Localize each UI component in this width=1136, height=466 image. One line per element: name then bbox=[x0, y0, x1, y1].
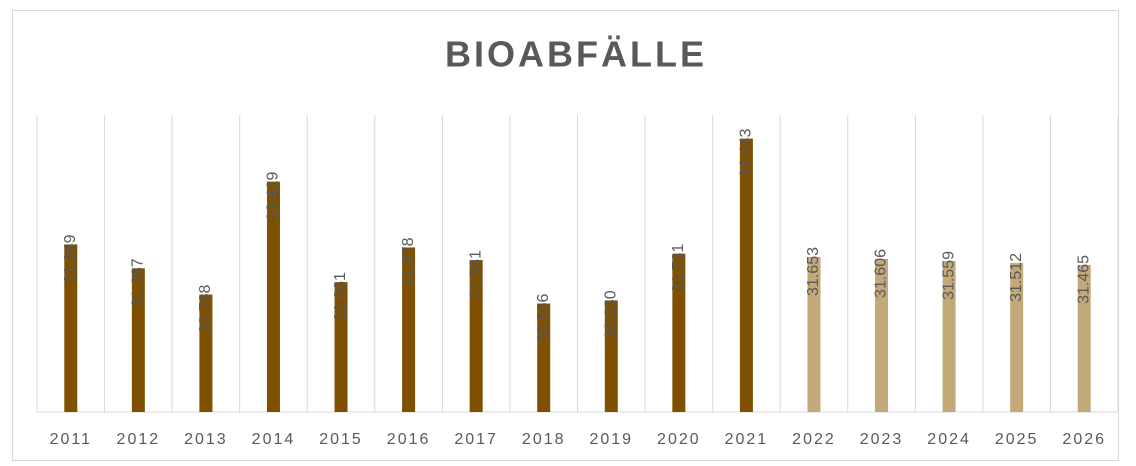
x-tick-label: 2020 bbox=[657, 431, 701, 448]
data-label: 31.061 bbox=[332, 272, 349, 321]
bar bbox=[537, 303, 551, 412]
data-label: 30.630 bbox=[603, 290, 620, 339]
x-tick-label: 2026 bbox=[1062, 431, 1106, 448]
bar bbox=[402, 247, 416, 412]
x-tick-label: 2022 bbox=[792, 431, 836, 448]
bar bbox=[334, 282, 348, 412]
x-tick-label: 2014 bbox=[252, 431, 296, 448]
bar bbox=[1010, 262, 1024, 412]
x-tick-label: 2018 bbox=[522, 431, 566, 448]
data-label: 31.606 bbox=[873, 249, 890, 298]
bar bbox=[266, 181, 280, 412]
data-label: 30.768 bbox=[197, 284, 214, 333]
bar bbox=[131, 268, 145, 412]
data-label: 34.443 bbox=[738, 129, 755, 178]
bar bbox=[942, 260, 956, 412]
bar bbox=[199, 294, 213, 412]
x-tick-label: 2025 bbox=[995, 431, 1039, 448]
x-tick-label: 2013 bbox=[184, 431, 228, 448]
chart-frame bbox=[12, 10, 1119, 461]
bar bbox=[807, 257, 821, 412]
bar bbox=[604, 300, 618, 412]
x-tick-label: 2021 bbox=[725, 431, 769, 448]
bar bbox=[64, 244, 78, 412]
bar bbox=[875, 259, 889, 412]
data-label: 31.387 bbox=[130, 258, 147, 307]
bar bbox=[739, 138, 753, 412]
data-label: 31.653 bbox=[805, 247, 822, 296]
bar bbox=[469, 260, 483, 412]
data-label: 30.556 bbox=[535, 293, 552, 342]
x-tick-label: 2024 bbox=[927, 431, 971, 448]
data-label: 31.581 bbox=[467, 250, 484, 299]
data-label: 31.465 bbox=[1075, 255, 1092, 304]
x-tick-label: 2019 bbox=[589, 431, 633, 448]
data-label: 31.878 bbox=[400, 237, 417, 286]
x-tick-label: 2015 bbox=[319, 431, 363, 448]
x-tick-label: 2011 bbox=[50, 431, 92, 448]
x-tick-label: 2012 bbox=[117, 431, 161, 448]
x-tick-label: 2017 bbox=[454, 431, 498, 448]
x-tick-label: 2023 bbox=[860, 431, 904, 448]
x-tick-label: 2016 bbox=[387, 431, 431, 448]
data-label: 31.512 bbox=[1008, 253, 1025, 302]
data-label: 31.731 bbox=[670, 244, 687, 293]
bar bbox=[672, 253, 686, 412]
data-label: 31.559 bbox=[940, 251, 957, 300]
data-label: 33.429 bbox=[265, 172, 282, 221]
data-label: 31.949 bbox=[62, 234, 79, 283]
bar bbox=[1077, 264, 1091, 412]
chart-title: BIOABFÄLLE bbox=[445, 34, 707, 75]
